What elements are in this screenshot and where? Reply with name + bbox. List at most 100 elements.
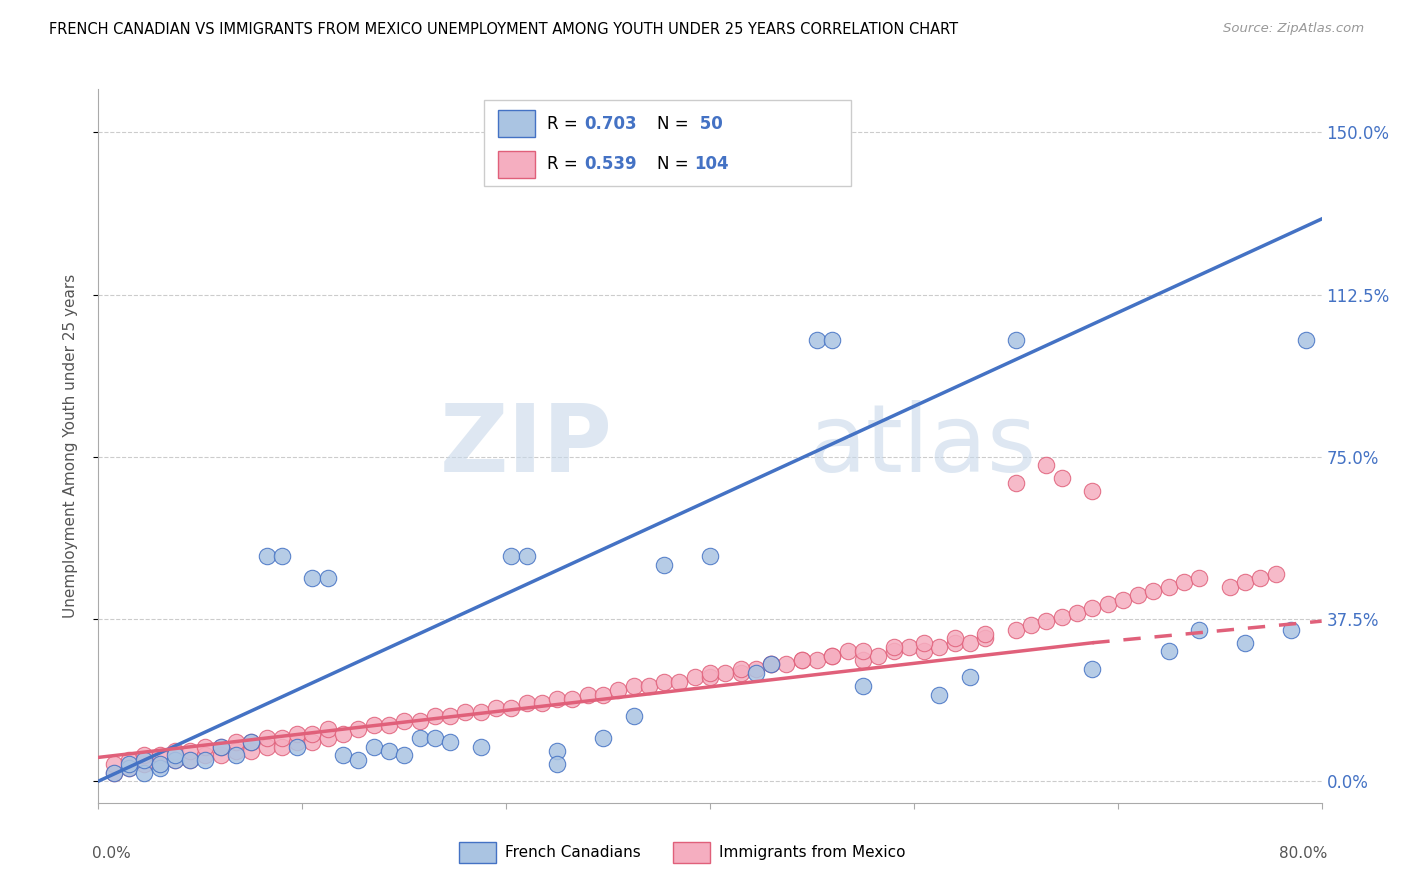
Point — [285, 726, 308, 740]
Point — [1157, 580, 1180, 594]
Point — [607, 683, 630, 698]
Point — [1050, 610, 1073, 624]
Point — [912, 636, 935, 650]
Point — [1157, 644, 1180, 658]
Point — [179, 753, 201, 767]
Point — [683, 670, 706, 684]
Point — [699, 670, 721, 684]
Point — [240, 744, 263, 758]
Point — [378, 744, 401, 758]
Point — [392, 714, 416, 728]
Text: 80.0%: 80.0% — [1279, 846, 1327, 861]
Point — [256, 549, 278, 564]
Point — [332, 726, 354, 740]
Point — [821, 333, 844, 347]
Point — [1081, 484, 1104, 499]
Point — [561, 692, 583, 706]
Point — [1128, 588, 1150, 602]
Text: 104: 104 — [695, 155, 728, 173]
Point — [592, 688, 614, 702]
Point — [699, 549, 721, 564]
Point — [974, 627, 997, 641]
Point — [179, 753, 201, 767]
Point — [623, 679, 645, 693]
Text: 50: 50 — [695, 115, 723, 133]
Point — [530, 696, 553, 710]
Point — [974, 632, 997, 646]
Point — [363, 718, 385, 732]
Point — [347, 723, 370, 737]
Point — [240, 735, 263, 749]
Point — [852, 644, 875, 658]
Point — [1234, 575, 1257, 590]
Point — [423, 731, 446, 745]
Point — [745, 662, 768, 676]
Point — [1142, 583, 1164, 598]
Point — [546, 744, 568, 758]
Point — [256, 739, 278, 754]
Point — [1188, 623, 1211, 637]
Point — [730, 666, 752, 681]
Point — [1081, 601, 1104, 615]
Point — [301, 571, 323, 585]
Point — [546, 756, 568, 771]
Point — [392, 748, 416, 763]
Point — [149, 756, 172, 771]
Point — [378, 718, 401, 732]
Point — [1219, 580, 1241, 594]
Point — [928, 688, 950, 702]
Bar — [673, 842, 710, 863]
Point — [699, 666, 721, 681]
Point — [959, 670, 981, 684]
Point — [118, 753, 141, 767]
Point — [959, 636, 981, 650]
Point — [806, 653, 828, 667]
Point — [347, 753, 370, 767]
Point — [408, 731, 430, 745]
Point — [225, 735, 247, 749]
Point — [149, 748, 172, 763]
Point — [301, 735, 323, 749]
Point — [363, 739, 385, 754]
Text: 0.539: 0.539 — [583, 155, 637, 173]
Point — [103, 756, 125, 771]
Text: R =: R = — [547, 115, 583, 133]
Point — [837, 644, 859, 658]
Point — [225, 744, 247, 758]
Point — [103, 765, 125, 780]
Point — [1097, 597, 1119, 611]
Text: R =: R = — [547, 155, 583, 173]
Bar — [498, 151, 536, 178]
Point — [1004, 475, 1026, 490]
Point — [714, 666, 737, 681]
Point — [759, 657, 782, 672]
Point — [1112, 592, 1135, 607]
Bar — [460, 842, 496, 863]
Point — [118, 761, 141, 775]
Point — [240, 735, 263, 749]
Point — [883, 644, 905, 658]
Text: N =: N = — [658, 155, 695, 173]
Point — [194, 753, 217, 767]
Point — [1035, 458, 1057, 473]
Point — [1004, 623, 1026, 637]
Text: 0.0%: 0.0% — [93, 846, 131, 861]
Point — [1004, 333, 1026, 347]
Point — [179, 744, 201, 758]
Point — [652, 558, 675, 572]
Point — [270, 731, 292, 745]
Point — [652, 674, 675, 689]
Point — [1234, 636, 1257, 650]
Point — [118, 761, 141, 775]
Point — [134, 765, 156, 780]
Point — [928, 640, 950, 654]
Point — [1279, 623, 1302, 637]
Point — [1019, 618, 1042, 632]
Point — [316, 571, 339, 585]
Point — [790, 653, 813, 667]
Point — [576, 688, 599, 702]
Point — [316, 731, 339, 745]
Point — [868, 648, 890, 663]
Point — [516, 696, 538, 710]
Point — [806, 333, 828, 347]
